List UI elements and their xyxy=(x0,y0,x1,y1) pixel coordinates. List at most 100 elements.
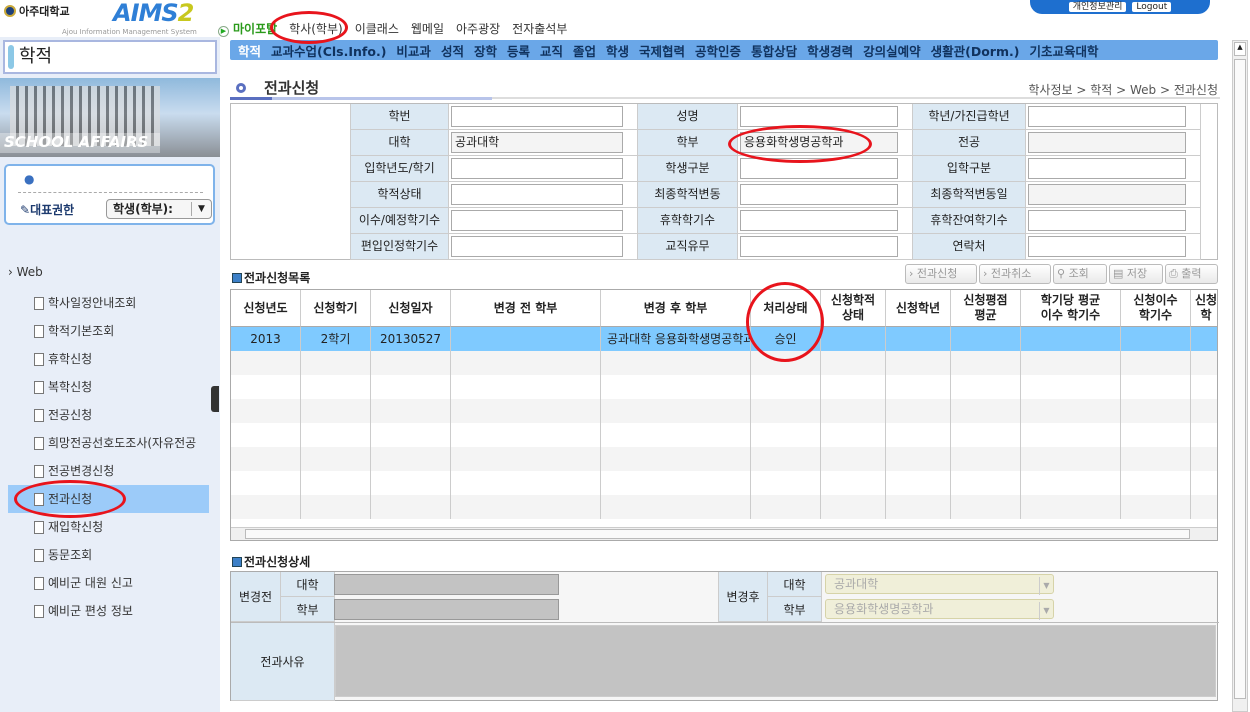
nav-tab[interactable]: 강의실예약 xyxy=(863,43,921,59)
column-header[interactable]: 변경 전 학부 xyxy=(451,290,601,327)
table-cell xyxy=(951,495,1021,519)
table-cell xyxy=(886,423,951,447)
tree-item[interactable]: 전공변경신청 xyxy=(8,457,209,485)
tree-item[interactable]: 동문조회 xyxy=(8,541,209,569)
before-college-field[interactable] xyxy=(334,574,559,595)
print-button[interactable]: ⎙ 출력 xyxy=(1165,264,1218,284)
column-header[interactable]: 신청학적 상태 xyxy=(821,290,886,327)
nav-tab[interactable]: 학생 xyxy=(606,43,630,59)
column-header[interactable]: 신청학년 xyxy=(886,290,951,327)
tree-item[interactable]: 전과신청 xyxy=(8,485,209,513)
nav-tab[interactable]: 생활관(Dorm.) xyxy=(930,43,1020,59)
column-header[interactable]: 신청일자 xyxy=(371,290,451,327)
column-header[interactable]: 변경 후 학부 xyxy=(601,290,751,327)
table-row[interactable] xyxy=(231,447,1217,471)
table-cell xyxy=(1121,351,1191,375)
column-header[interactable]: 신청학기 xyxy=(301,290,371,327)
tree-item[interactable]: 휴학신청 xyxy=(8,345,209,373)
field-input[interactable] xyxy=(1028,158,1186,179)
nav-tab[interactable]: 통합상담 xyxy=(751,43,798,59)
cancel-apply-button[interactable]: › 전과취소 xyxy=(979,264,1051,284)
table-row[interactable]: 2013 2학기 20130527 공과대학 응용화학생명공학과 승인 xyxy=(231,327,1217,351)
top-menu-eclass[interactable]: 이클래스 xyxy=(354,22,399,36)
nav-tab[interactable]: 졸업 xyxy=(573,43,597,59)
nav-tab[interactable]: 등록 xyxy=(506,43,530,59)
field-input[interactable] xyxy=(451,158,623,179)
table-row[interactable] xyxy=(231,423,1217,447)
table-cell xyxy=(821,471,886,495)
nav-tab[interactable]: 비교과 xyxy=(396,43,431,59)
column-header[interactable]: 학기당 평균 이수 학기수 xyxy=(1021,290,1121,327)
nav-tab[interactable]: 학생경력 xyxy=(807,43,854,59)
field-input[interactable] xyxy=(1028,210,1186,231)
tree-item[interactable]: 학적기본조회 xyxy=(8,317,209,345)
horizontal-scrollbar[interactable] xyxy=(231,527,1217,540)
top-menu-plaza[interactable]: 아주광장 xyxy=(456,22,501,36)
field-input[interactable] xyxy=(740,184,898,205)
save-button[interactable]: ▤ 저장 xyxy=(1109,264,1163,284)
page-scrollbar[interactable]: ▲ xyxy=(1232,40,1248,712)
nav-tab[interactable]: 교직 xyxy=(539,43,563,59)
field-input[interactable] xyxy=(740,236,898,257)
tree-item[interactable]: 전공신청 xyxy=(8,401,209,429)
tree-root-web[interactable]: › Web xyxy=(8,265,43,279)
field-input[interactable] xyxy=(451,210,623,231)
apply-button[interactable]: › 전과신청 xyxy=(905,264,977,284)
field-input[interactable] xyxy=(1028,184,1186,205)
top-menu-academic[interactable]: 학사(학부) xyxy=(289,22,343,36)
column-header[interactable]: 처리상태 xyxy=(751,290,821,327)
tree-item[interactable]: 학사일정안내조회 xyxy=(8,289,209,317)
table-row[interactable] xyxy=(231,375,1217,399)
sidebar-collapse-handle[interactable] xyxy=(211,386,219,412)
tree-item[interactable]: 희망전공선호도조사(자유전공 xyxy=(8,429,209,457)
table-row[interactable] xyxy=(231,471,1217,495)
field-input[interactable]: 응용화학생명공학과 xyxy=(740,132,898,153)
field-label: 입학년도/학기 xyxy=(351,156,449,182)
field-input[interactable] xyxy=(451,106,623,127)
after-dept-select[interactable]: 응용화학생명공학과 ▼ xyxy=(825,599,1054,620)
tree-item[interactable]: 예비군 대원 신고 xyxy=(8,569,209,597)
nav-tab[interactable]: 장학 xyxy=(473,43,497,59)
column-header[interactable]: 신청년도 xyxy=(231,290,301,327)
field-input[interactable]: 공과대학 xyxy=(451,132,623,153)
university-logo[interactable]: 아주대학교 xyxy=(4,3,70,19)
tree-item[interactable]: 재입학신청 xyxy=(8,513,209,541)
field-input[interactable] xyxy=(451,184,623,205)
tree-item[interactable]: 복학신청 xyxy=(8,373,209,401)
nav-tab[interactable]: 성적 xyxy=(440,43,464,59)
user-box: ● ✎대표권한 학생(학부): ▼ xyxy=(4,164,215,225)
after-college-select[interactable]: 공과대학 ▼ xyxy=(825,574,1054,595)
field-input[interactable] xyxy=(740,210,898,231)
column-header[interactable]: 신청 학 xyxy=(1191,290,1217,327)
role-select[interactable]: 학생(학부): ▼ xyxy=(106,199,212,219)
nav-tab[interactable]: 공학인증 xyxy=(695,43,742,59)
column-header[interactable]: 신청이수 학기수 xyxy=(1121,290,1191,327)
top-menu-myportal[interactable]: ▶ 마이포탈 xyxy=(218,20,277,37)
aims-logo[interactable]: AIMS2 xyxy=(113,0,194,27)
field-input[interactable] xyxy=(740,158,898,179)
column-header[interactable]: 신청평점 평균 xyxy=(951,290,1021,327)
table-row[interactable] xyxy=(231,399,1217,423)
table-cell xyxy=(751,447,821,471)
table-cell xyxy=(886,471,951,495)
top-menu-webmail[interactable]: 웹메일 xyxy=(410,22,444,36)
before-dept-field[interactable] xyxy=(334,599,559,620)
personal-info-link[interactable]: 개인정보관리 xyxy=(1068,2,1127,12)
field-input[interactable] xyxy=(1028,132,1186,153)
table-cell xyxy=(1191,471,1217,495)
reason-textarea[interactable] xyxy=(335,625,1216,697)
nav-tab[interactable]: 기초교육대학 xyxy=(1029,43,1099,59)
nav-tab[interactable]: 국제협력 xyxy=(639,43,686,59)
nav-tab[interactable]: 학적 xyxy=(238,43,262,59)
field-input[interactable] xyxy=(740,106,898,127)
table-row[interactable] xyxy=(231,495,1217,519)
top-menu-attendance[interactable]: 전자출석부 xyxy=(512,22,568,36)
field-input[interactable] xyxy=(1028,106,1186,127)
field-input[interactable] xyxy=(1028,236,1186,257)
table-row[interactable] xyxy=(231,351,1217,375)
logout-link[interactable]: Logout xyxy=(1132,2,1172,12)
nav-tab[interactable]: 교과수업(Cls.Info.) xyxy=(271,43,387,59)
tree-item[interactable]: 예비군 편성 정보 xyxy=(8,597,209,625)
field-input[interactable] xyxy=(451,236,623,257)
search-button[interactable]: ⚲ 조회 xyxy=(1053,264,1107,284)
